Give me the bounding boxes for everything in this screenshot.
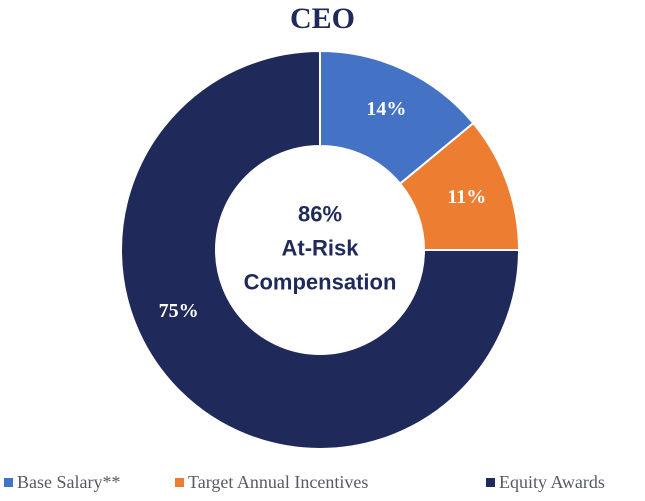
legend-label-2: Equity Awards bbox=[499, 472, 605, 492]
center-text-line-2: Compensation bbox=[244, 270, 397, 295]
slice-label-2: 75% bbox=[159, 300, 199, 322]
slice-2 bbox=[120, 49, 521, 450]
legend-item-1: Target Annual Incentives bbox=[175, 472, 368, 493]
legend-swatch-2 bbox=[486, 478, 495, 487]
legend-item-2: Equity Awards bbox=[486, 472, 605, 493]
legend-swatch-1 bbox=[175, 478, 184, 487]
center-label: 86% At-Risk Compensation bbox=[244, 202, 397, 295]
chart-title: CEO bbox=[289, 2, 355, 35]
center-text-line-1: At-Risk bbox=[281, 236, 359, 261]
legend-label-1: Target Annual Incentives bbox=[188, 472, 369, 492]
legend-label-0: Base Salary** bbox=[17, 472, 121, 492]
legend: Base Salary** Target Annual Incentives Equ… bbox=[0, 472, 645, 498]
legend-item-0: Base Salary** bbox=[4, 472, 120, 493]
legend-swatch-0 bbox=[4, 478, 13, 487]
slice-label-0: 14% bbox=[366, 98, 406, 120]
center-text-line-0: 86% bbox=[298, 202, 342, 227]
slice-label-1: 11% bbox=[447, 186, 486, 208]
